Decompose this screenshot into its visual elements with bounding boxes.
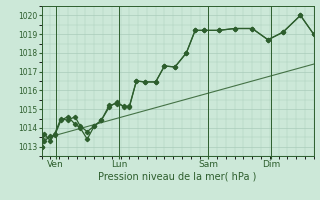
X-axis label: Pression niveau de la mer( hPa ): Pression niveau de la mer( hPa ) xyxy=(99,172,257,182)
